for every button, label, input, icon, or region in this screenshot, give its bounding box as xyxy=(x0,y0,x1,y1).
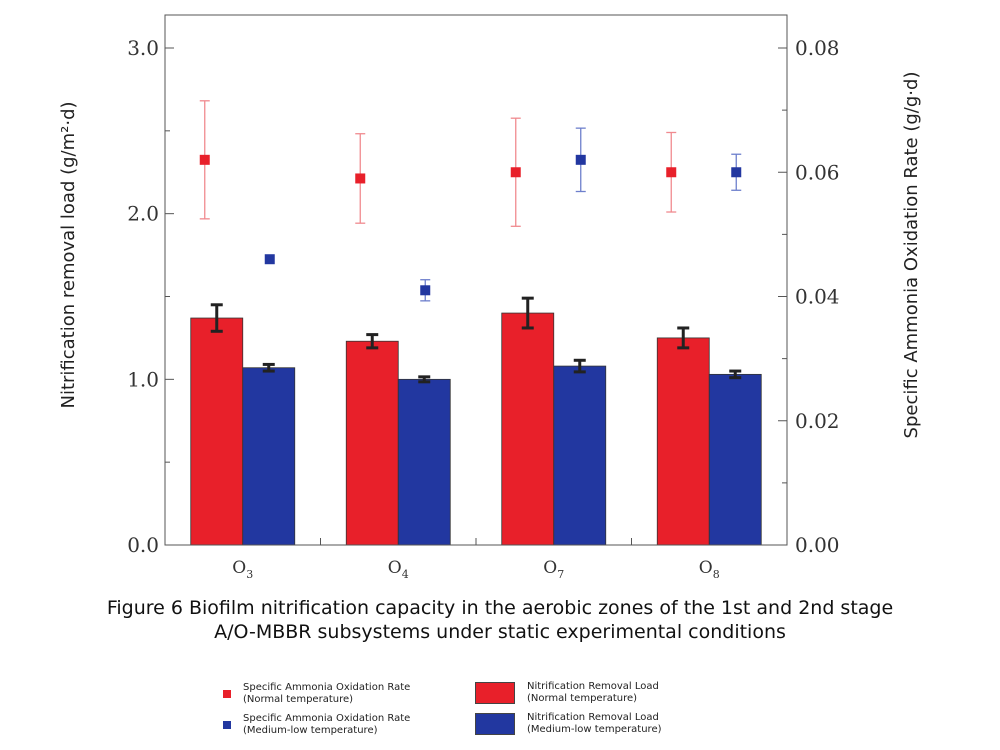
bar-normal xyxy=(190,317,244,546)
caption-line-2: A/O-MBBR subsystems under static experim… xyxy=(214,621,786,643)
legend-sublabel: (Medium-low temperature) xyxy=(243,725,378,736)
left-tick-label: 3.0 xyxy=(127,36,159,60)
x-tick-subscript: 8 xyxy=(713,568,720,581)
point-low xyxy=(420,285,431,296)
legend-label: Nitrification Removal Load xyxy=(527,712,659,723)
x-tick-subscript: 3 xyxy=(246,568,253,581)
legend-item-bar-normal: Nitrification Removal Load (Normal tempe… xyxy=(475,681,659,705)
legend-label: Specific Ammonia Oxidation Rate xyxy=(243,713,411,724)
x-tick-label: O7 xyxy=(543,558,564,581)
legend-swatch-sq-normal xyxy=(223,690,231,698)
legend-sublabel: (Normal temperature) xyxy=(243,694,354,705)
legend-swatch-sq-low xyxy=(223,721,231,729)
left-axis-title: Nitrification removal load (g/m²·d) xyxy=(58,101,79,408)
right-tick-label: 0.06 xyxy=(795,160,840,184)
point-normal xyxy=(199,154,210,165)
legend-item-sq-low: Specific Ammonia Oxidation Rate (Medium-… xyxy=(223,713,410,737)
legend-item-bar-low: Nitrification Removal Load (Medium-low t… xyxy=(475,712,662,736)
x-tick-label: O3 xyxy=(232,558,253,581)
left-tick-label: 2.0 xyxy=(127,202,159,226)
left-tick-label: 0.0 xyxy=(127,533,159,557)
legend-sublabel: (Normal temperature) xyxy=(527,693,638,704)
bar-low xyxy=(242,367,296,546)
legend-label: Specific Ammonia Oxidation Rate xyxy=(243,682,411,693)
legend: Specific Ammonia Oxidation Rate (Normal … xyxy=(215,678,775,748)
bar-normal xyxy=(656,337,710,546)
x-tick-subscript: 7 xyxy=(557,568,564,581)
point-normal xyxy=(510,167,521,178)
legend-swatch-bar-normal xyxy=(475,682,515,704)
point-low xyxy=(731,167,742,178)
bar-normal xyxy=(345,340,399,546)
left-tick-label: 1.0 xyxy=(127,367,159,391)
x-tick-label: O8 xyxy=(699,558,720,581)
legend-swatch-bar-low xyxy=(475,713,515,735)
point-low xyxy=(575,154,586,165)
legend-sublabel: (Medium-low temperature) xyxy=(527,724,662,735)
right-tick-label: 0.04 xyxy=(795,285,840,309)
chart: 0.0 1.0 2.0 3.0 0.00 0.02 0.04 0.06 0.08 O3 O4 O7 O8… xyxy=(58,14,922,581)
point-normal xyxy=(355,173,366,184)
legend-label: Nitrification Removal Load xyxy=(527,681,659,692)
right-tick-label: 0.00 xyxy=(795,533,840,557)
bar-low xyxy=(708,373,762,546)
right-tick-label: 0.02 xyxy=(795,409,840,433)
x-tick-label: O4 xyxy=(388,558,409,581)
legend-item-sq-normal: Specific Ammonia Oxidation Rate (Normal … xyxy=(223,682,410,706)
point-low xyxy=(264,254,275,265)
bar-low xyxy=(397,378,451,546)
bar-low xyxy=(553,365,607,546)
right-axis-title: Specific Ammonia Oxidation Rate (g/g·d) xyxy=(901,72,922,439)
bar-normal xyxy=(501,312,555,546)
x-tick-subscript: 4 xyxy=(402,568,409,581)
figure-caption: Figure 6 Biofilm nitrification capacity … xyxy=(0,596,1000,644)
caption-line-1: Figure 6 Biofilm nitrification capacity … xyxy=(106,597,894,619)
right-tick-label: 0.08 xyxy=(795,36,840,60)
point-normal xyxy=(666,167,677,178)
